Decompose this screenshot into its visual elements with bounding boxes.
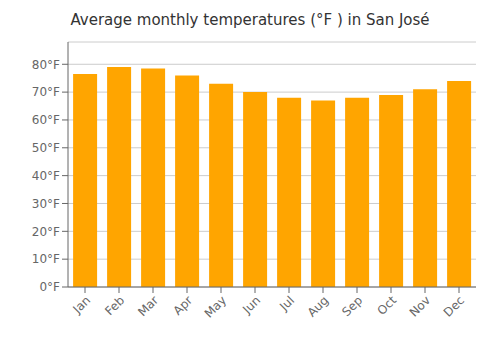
svg-text:Feb: Feb <box>102 293 127 318</box>
svg-text:Aug: Aug <box>305 293 331 319</box>
svg-text:0°F: 0°F <box>39 280 60 294</box>
svg-text:Jul: Jul <box>276 293 297 314</box>
svg-text:70°F: 70°F <box>32 85 60 99</box>
svg-text:Apr: Apr <box>171 293 196 318</box>
html-text:Average monthly temperatures (: Average monthly temperatures (°F ) in Sa… <box>70 11 430 29</box>
svg-text:Nov: Nov <box>407 293 433 319</box>
svg-text:Mar: Mar <box>135 293 161 319</box>
svg-text:May: May <box>202 293 229 320</box>
svg-text:Sep: Sep <box>339 293 365 319</box>
svg-text:30°F: 30°F <box>32 197 60 211</box>
svg-text:Oct: Oct <box>375 293 400 318</box>
svg-text:50°F: 50°F <box>32 141 60 155</box>
svg-text:10°F: 10°F <box>32 252 60 266</box>
svg-text:40°F: 40°F <box>32 169 60 183</box>
svg-text:20°F: 20°F <box>32 225 60 239</box>
svg-text:60°F: 60°F <box>32 113 60 127</box>
svg-text:Jun: Jun <box>239 293 263 317</box>
svg-text:Jan: Jan <box>69 293 93 317</box>
svg-text:Dec: Dec <box>441 293 467 319</box>
svg-text:80°F: 80°F <box>32 58 60 72</box>
